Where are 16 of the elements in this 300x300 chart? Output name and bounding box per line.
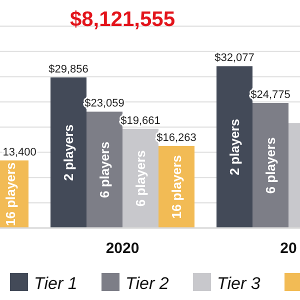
data-label: $29,856 (48, 63, 88, 76)
x-tick-label: 2020 (106, 240, 140, 257)
legend-label: Tier 3 (217, 274, 261, 293)
x-tick-label: 20 (280, 240, 297, 257)
chart-title: $8,121,555 (70, 8, 176, 31)
annotation: 16 players (169, 155, 184, 219)
annotation: 6 players (263, 137, 278, 194)
data-label: 13,400 (2, 146, 36, 158)
legend-label: Tier 1 (34, 274, 78, 293)
data-label: $32,077 (214, 52, 254, 64)
annotation: 6 players (97, 142, 112, 198)
annotation: 16 players (3, 162, 18, 226)
annotation: 2 players (61, 124, 76, 181)
annotation: 2 players (227, 118, 242, 176)
legend-label: Tier 2 (126, 274, 170, 293)
data-label: $16,263 (156, 132, 196, 144)
